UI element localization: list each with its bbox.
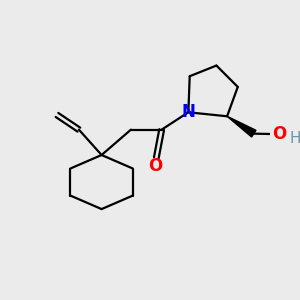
Text: O: O [148, 157, 162, 175]
Polygon shape [227, 116, 256, 137]
Text: N: N [182, 103, 195, 121]
Text: H: H [290, 131, 300, 146]
Text: O: O [273, 125, 287, 143]
